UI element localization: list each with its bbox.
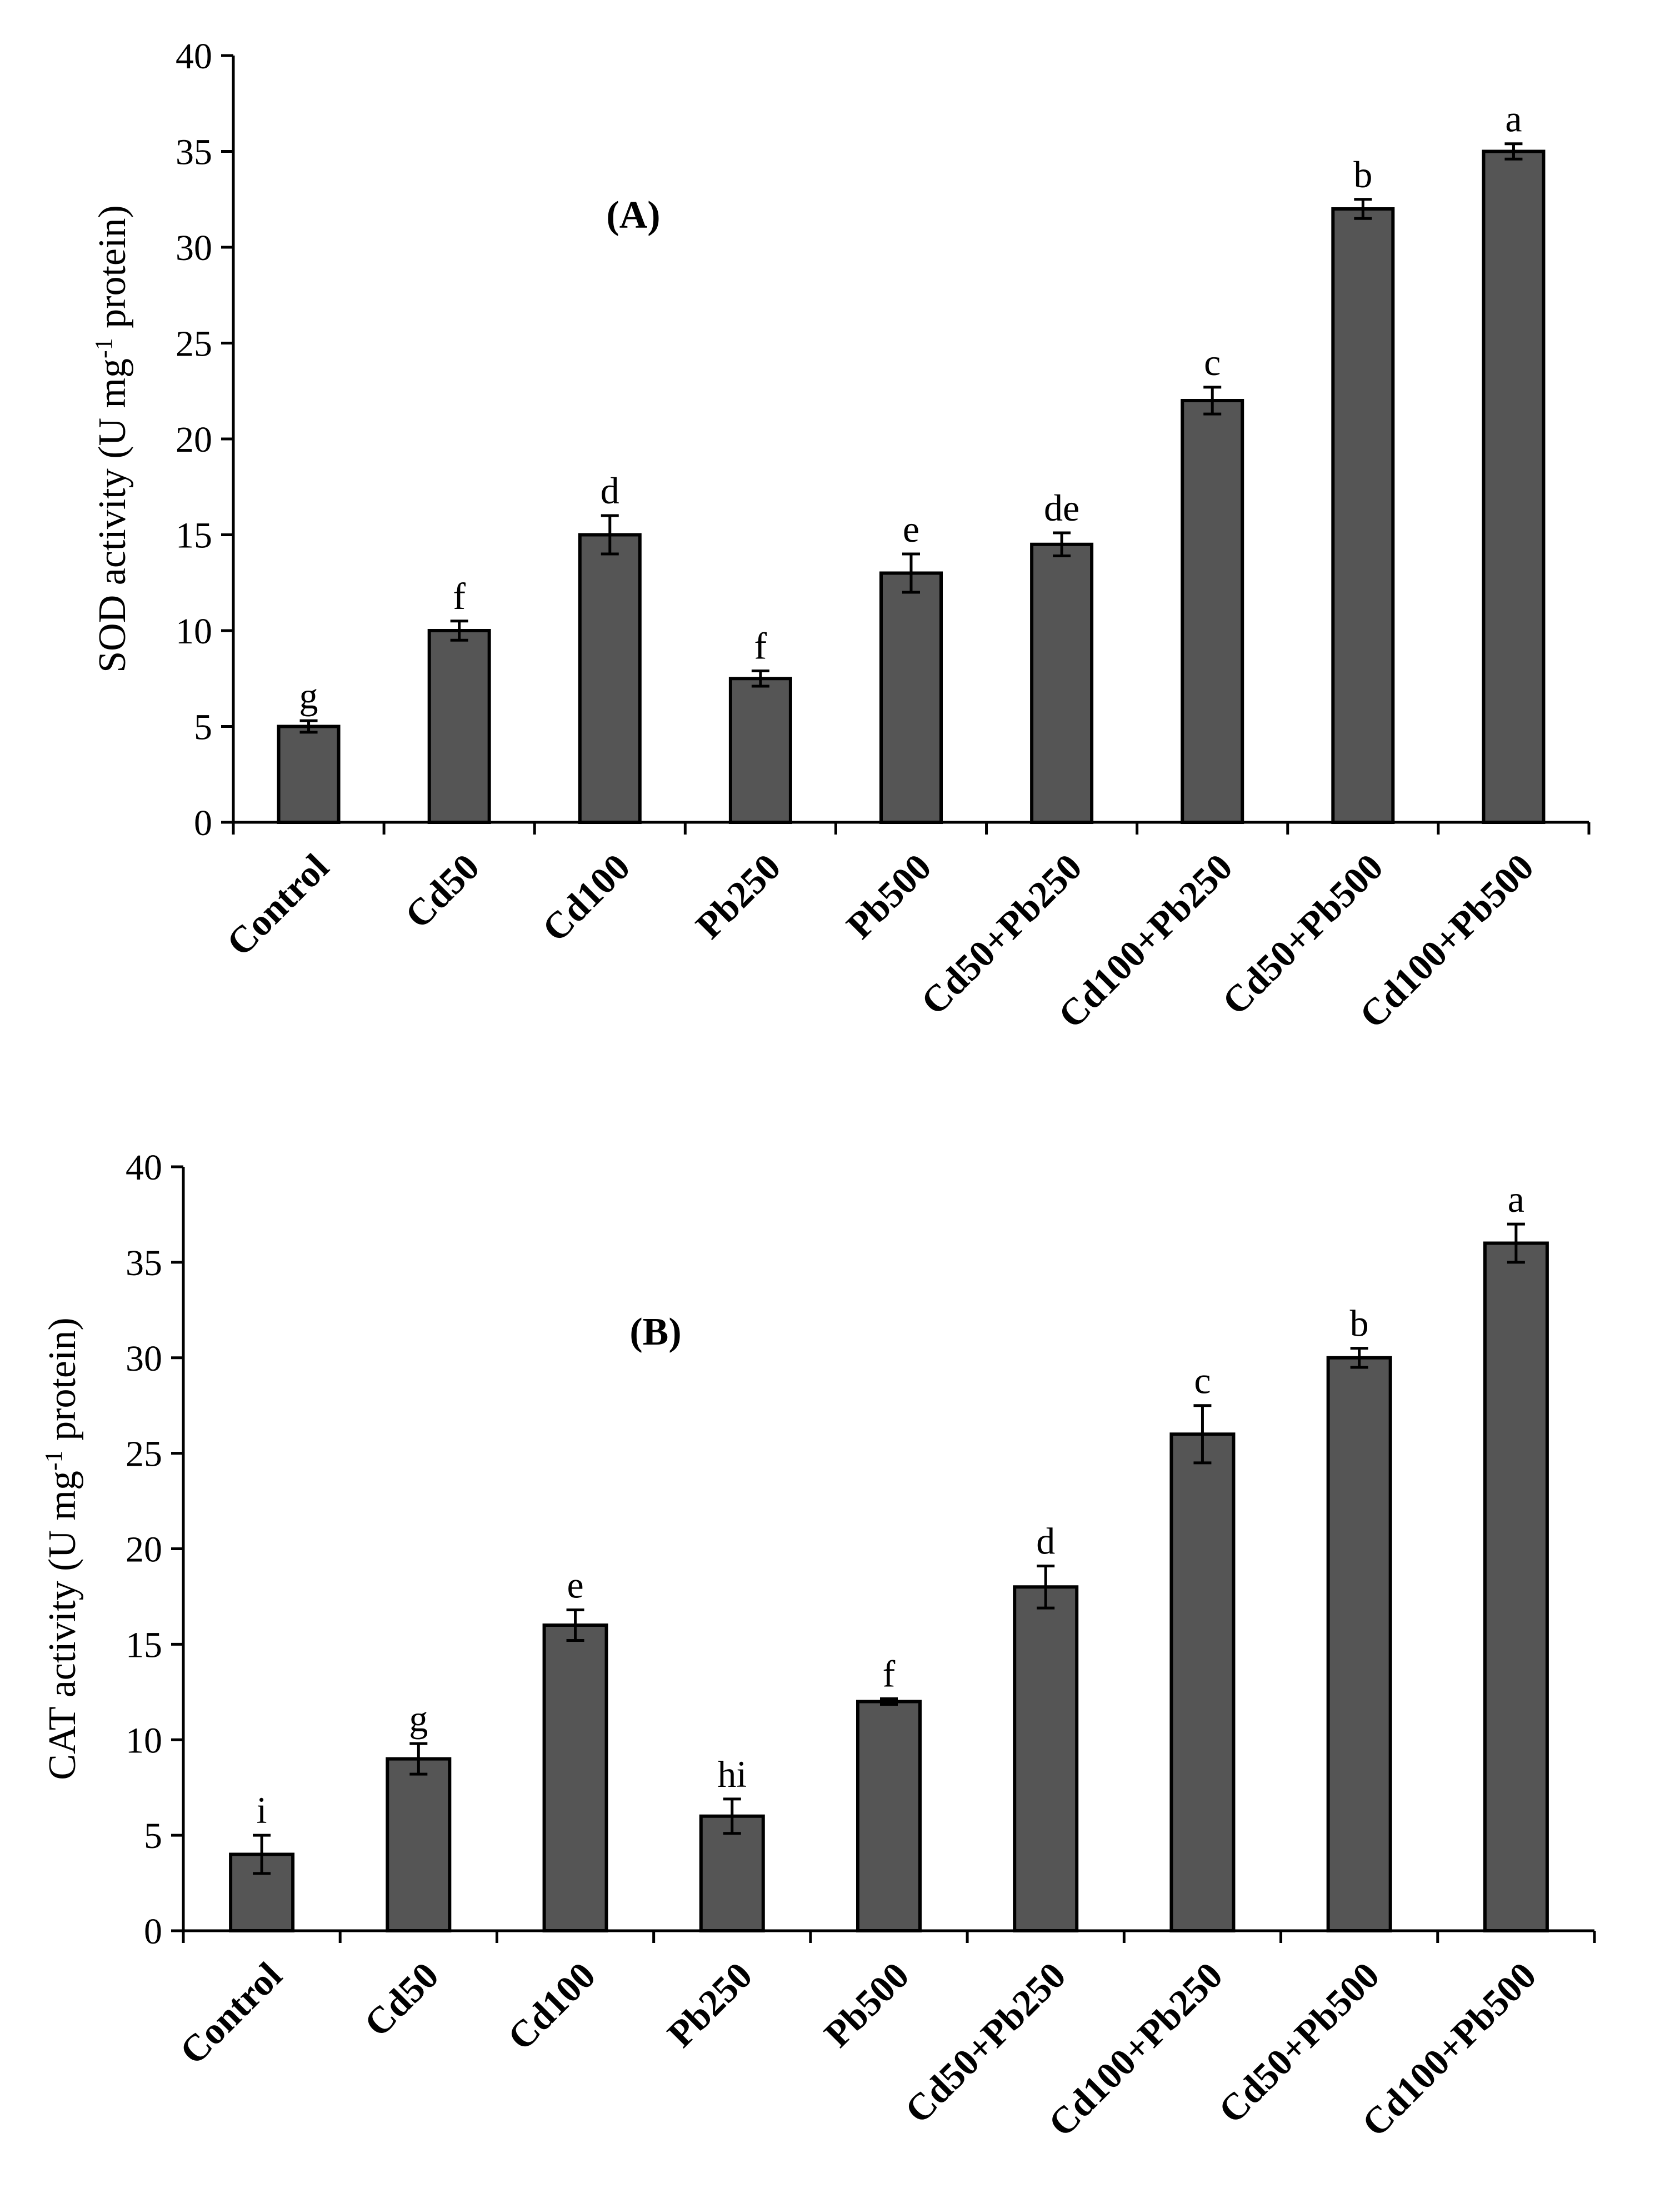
- panel-a-sod-chart: 0 5 10 15 20 25 30 35 40 g Control f Cd50 d Cd100 f Pb25…: [90, 36, 1591, 1036]
- significance-letter: e: [903, 508, 919, 550]
- y-tick-label: 0: [144, 1911, 162, 1952]
- bar-cd50: [427, 629, 491, 824]
- significance-letter: c: [1204, 341, 1221, 383]
- panel-label: (A): [606, 194, 660, 237]
- significance-letter: i: [257, 1789, 267, 1831]
- significance-letter: d: [601, 469, 619, 512]
- bar-cd50-pb250: [1030, 542, 1094, 824]
- category-label: Pb250: [688, 846, 789, 947]
- bar-cd50-pb500: [1331, 207, 1395, 824]
- y-tick-label: 20: [176, 419, 212, 460]
- bar-cd50-pb250: [1013, 1585, 1079, 1932]
- category-label: Pb500: [838, 846, 939, 947]
- significance-letter: a: [1505, 98, 1522, 140]
- bar-cd100-pb250: [1181, 399, 1244, 824]
- bar-cd100: [578, 533, 642, 824]
- bar-cd100-pb250: [1169, 1432, 1236, 1932]
- bar-cd100-pb500: [1482, 149, 1546, 824]
- y-tick-label: 0: [194, 803, 212, 843]
- category-label: Cd50: [397, 846, 487, 936]
- significance-letter: a: [1508, 1178, 1524, 1220]
- y-axis-title-unit: protein): [41, 1317, 84, 1450]
- significance-letter: g: [409, 1697, 428, 1740]
- significance-letter: f: [883, 1652, 896, 1695]
- significance-letter: c: [1194, 1360, 1211, 1402]
- y-tick-label: 35: [176, 132, 212, 173]
- y-axis-title: CAT activity (U mg-1 protein): [40, 1317, 84, 1780]
- bar-pb500: [879, 571, 943, 824]
- panel-b-cat-chart: 0 5 10 15 20 25 30 35 40 i Control g Cd50 e Cd100 hi Pb2…: [40, 1147, 1596, 2145]
- category-label: Pb500: [816, 1954, 917, 2055]
- bar-pb250: [728, 677, 792, 824]
- y-tick-label: 15: [176, 516, 212, 556]
- significance-letter: f: [754, 625, 767, 667]
- significance-letter: e: [567, 1564, 583, 1606]
- y-axis-title-superscript: -1: [40, 1450, 67, 1471]
- category-label: Control: [218, 846, 337, 964]
- y-tick-label: 25: [126, 1434, 162, 1475]
- significance-letter: de: [1044, 487, 1079, 529]
- y-tick-label: 15: [126, 1625, 162, 1665]
- y-axis-title-main: SOD activity (U mg: [91, 358, 134, 673]
- y-tick-label: 5: [194, 707, 212, 748]
- bar-cd50: [386, 1757, 452, 1932]
- y-tick-label: 25: [176, 324, 212, 364]
- y-tick-label: 30: [126, 1338, 162, 1379]
- bar-cd50-pb500: [1326, 1356, 1392, 1932]
- y-tick-label: 10: [126, 1720, 162, 1761]
- category-label: Cd100: [499, 1954, 603, 2058]
- significance-letter: d: [1036, 1520, 1055, 1562]
- category-label: Cd100: [534, 846, 638, 950]
- bar-control: [277, 725, 341, 824]
- y-tick-label: 40: [176, 36, 212, 77]
- bar-cd100: [542, 1623, 608, 1932]
- y-tick-label: 10: [176, 611, 212, 652]
- category-label: Control: [172, 1954, 290, 2072]
- significance-letter: b: [1350, 1302, 1369, 1345]
- y-tick-label: 40: [126, 1147, 162, 1188]
- y-tick-label: 20: [126, 1530, 162, 1570]
- y-axis-title-main: CAT activity (U mg: [41, 1471, 84, 1780]
- category-label: Cd50+Pb250: [897, 1954, 1074, 2131]
- category-label: Cd50+Pb500: [1210, 1954, 1387, 2131]
- significance-letter: f: [453, 575, 466, 617]
- panel-label: (B): [629, 1311, 681, 1353]
- significance-letter: g: [299, 675, 318, 717]
- y-tick-label: 35: [126, 1243, 162, 1283]
- bar-pb500: [856, 1700, 922, 1932]
- category-label: Cd50: [356, 1954, 447, 2045]
- y-axis-title-unit: protein): [91, 205, 134, 338]
- y-tick-label: 5: [144, 1816, 162, 1856]
- y-axis-title: SOD activity (U mg-1 protein): [90, 205, 134, 673]
- bar-cd100-pb500: [1483, 1241, 1549, 1932]
- significance-letter: hi: [717, 1753, 747, 1795]
- y-axis-title-superscript: -1: [90, 338, 117, 358]
- y-tick-label: 30: [176, 228, 212, 268]
- category-label: Pb250: [659, 1954, 760, 2055]
- significance-letter: b: [1353, 153, 1372, 196]
